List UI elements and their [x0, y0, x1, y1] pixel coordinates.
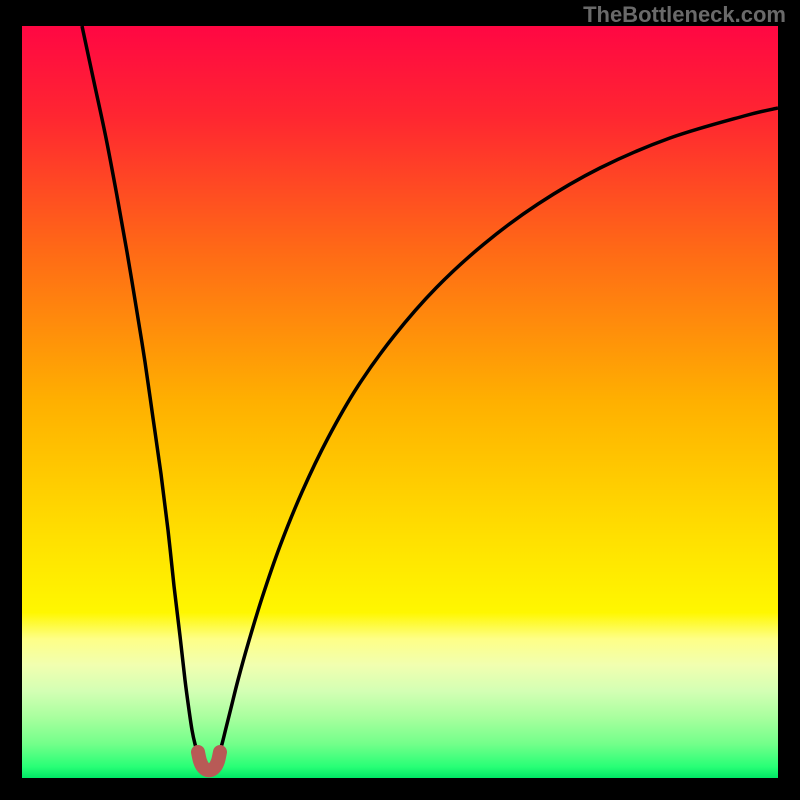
watermark-label: TheBottleneck.com [583, 2, 786, 28]
plot-svg [22, 26, 778, 778]
chart-frame: TheBottleneck.com [0, 0, 800, 800]
plot-area [22, 26, 778, 778]
